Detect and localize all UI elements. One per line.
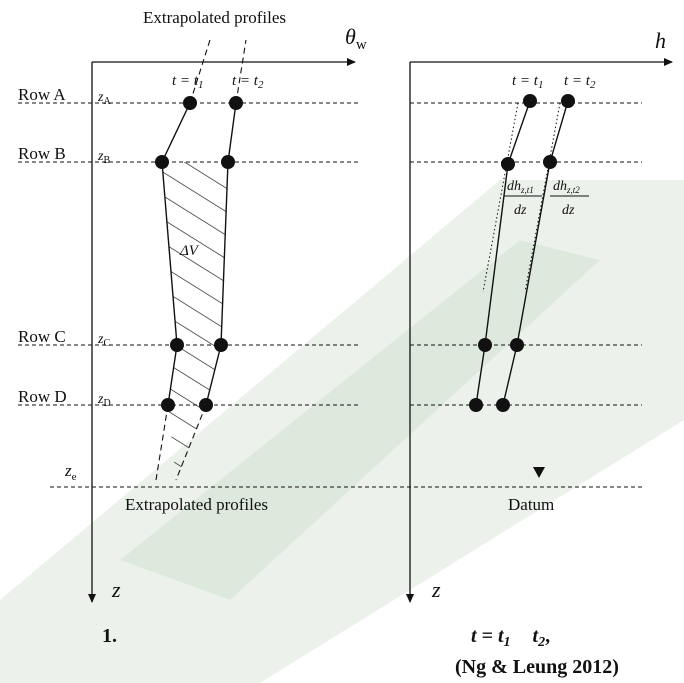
theta-axis-label: θw [345,24,367,53]
profile-t2 [205,102,237,406]
point-a-t2 [229,96,243,110]
h-axis-label: h [655,28,666,53]
head-a-t1 [523,94,537,108]
z-b-label: zB [97,149,110,166]
watermark [0,180,684,683]
point-d-t1 [161,398,175,412]
left-z-label: z [111,577,121,602]
right-time-label-t1: t = t1 [512,73,543,91]
gradient-t1-num: dhz,t1 [507,179,534,195]
left-panel: Extrapolated profiles θw z t = t1 t = t2… [18,8,642,603]
time-label-t1: t = t1 [172,73,203,91]
head-profile-lines [475,100,569,406]
gradient-t2-den: dz [562,203,575,218]
row-b-label: Row B [18,144,66,163]
caption-number: 1. [102,625,117,647]
point-c-t1 [170,338,184,352]
row-d-label: Row D [18,387,67,406]
caption-time-text: t = t1 t2, [471,625,550,650]
extrapolated-t1-top [189,39,211,104]
extrapolated-t2-bottom [175,404,207,481]
profile-t1 [161,102,191,406]
point-b-t2 [221,155,235,169]
head-c-t2 [510,338,524,352]
row-c-label: Row C [18,327,66,346]
gradient-t1-den: dz [514,203,527,218]
z-e-label: ze [64,461,77,483]
row-a-label: Row A [18,85,66,104]
delta-v-label: ΔV [179,243,200,259]
gradient-t2-num: dhz,t2 [553,179,580,195]
point-c-t2 [214,338,228,352]
head-b-t1 [501,157,515,171]
extrapolated-lines [155,39,247,481]
point-a-t1 [183,96,197,110]
z-c-label: zC [97,332,110,349]
right-z-label: z [431,577,441,602]
z-d-label: zD [97,392,111,409]
right-time-label-t2: t = t2 [564,73,596,91]
left-points [155,96,243,412]
extrapolated-t2-top [235,39,247,104]
time-label-t2: t = t2 [232,73,264,91]
gradient-t1: dhz,t1 dz [504,179,542,218]
tangent-lines [482,102,561,293]
right-points [469,94,575,412]
delta-v-area [162,162,228,480]
caption-citation: (Ng & Leung 2012) [455,656,619,678]
bottom-extrapolated-label: Extrapolated profiles [125,495,268,514]
head-d-t2 [496,398,510,412]
head-a-t2 [561,94,575,108]
z-a-label: zA [97,90,111,107]
point-d-t2 [199,398,213,412]
top-extrapolated-label: Extrapolated profiles [143,8,286,27]
point-b-t1 [155,155,169,169]
datum-marker [533,467,545,478]
datum-label: Datum [508,495,554,514]
head-b-t2 [543,155,557,169]
tangent-t1 [482,102,519,293]
profile-lines [161,102,237,406]
right-panel: h z t = t1 t = t2 dhz,t1 dz dhz,t2 dz Da… [406,28,673,603]
head-c-t1 [478,338,492,352]
head-d-t1 [469,398,483,412]
head-profile-t1 [475,100,531,406]
head-profile-t2 [502,100,569,406]
gradient-t2: dhz,t2 dz [550,179,589,218]
tangent-t2 [524,102,561,293]
extrapolated-t1-bottom [155,404,169,481]
